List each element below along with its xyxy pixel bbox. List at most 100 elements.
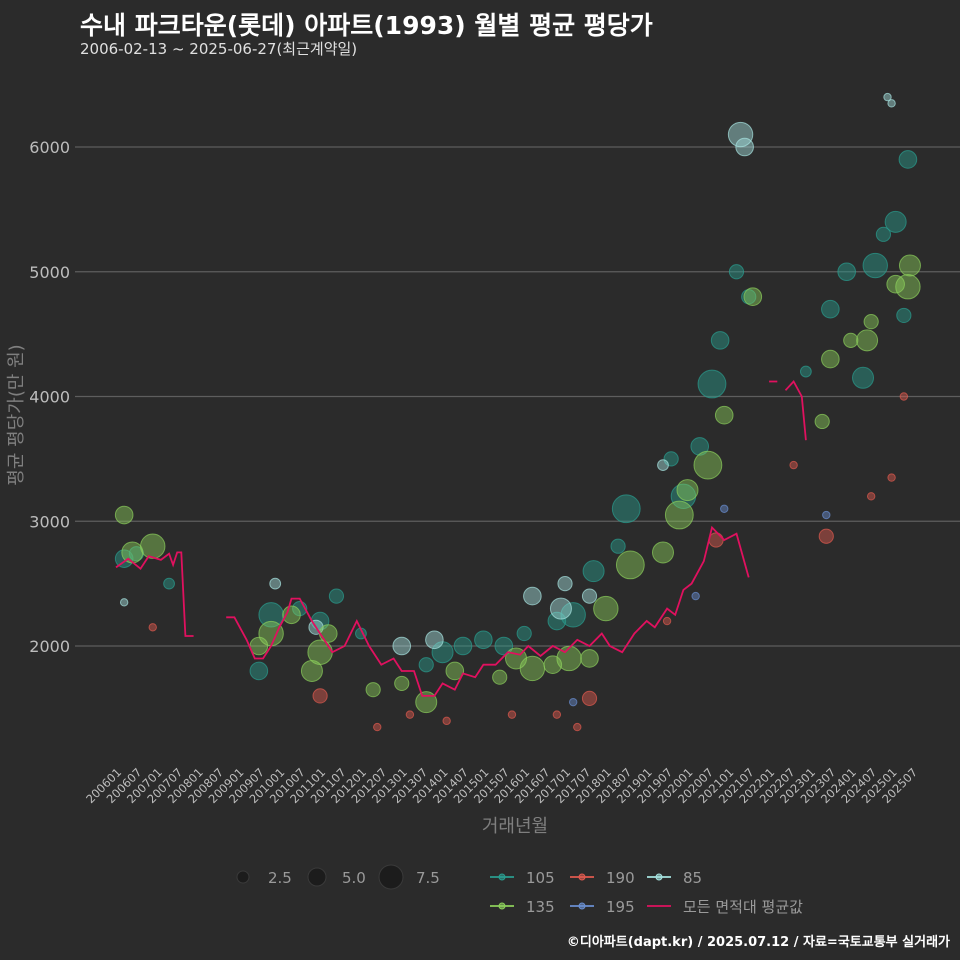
- point-105: [896, 307, 912, 324]
- point-190: [662, 616, 672, 626]
- point-135: [814, 413, 830, 430]
- point-135: [615, 550, 645, 580]
- point-135: [307, 639, 333, 665]
- average-line-segment: [784, 379, 807, 441]
- point-85: [557, 576, 573, 592]
- point-105: [875, 226, 892, 242]
- point-105: [690, 437, 710, 456]
- size-legend-label: 7.5: [416, 869, 440, 887]
- average-line-segment: [226, 525, 750, 697]
- point-190: [573, 722, 582, 732]
- point-135: [714, 405, 734, 425]
- point-105: [898, 150, 918, 169]
- point-195: [568, 697, 578, 707]
- legend-label: 190: [606, 869, 635, 887]
- point-105: [697, 369, 727, 399]
- point-135: [365, 682, 381, 698]
- source-credit: ©디아파트(dapt.kr) / 2025.07.12 / 자료=국토교통부 실…: [566, 935, 950, 950]
- x-axis-label: 거래년월: [482, 816, 548, 837]
- point-105: [418, 657, 434, 673]
- point-190: [887, 473, 896, 482]
- legend-swatch-dot: [655, 873, 663, 881]
- point-135: [676, 479, 699, 502]
- y-tick-label: 3000: [29, 512, 70, 531]
- point-195: [691, 591, 700, 601]
- point-195: [720, 504, 729, 513]
- scatter-points: [114, 92, 921, 732]
- legend-swatch-dot: [498, 873, 506, 881]
- point-190: [507, 710, 517, 719]
- point-85: [581, 588, 598, 604]
- y-tick-label: 2000: [29, 637, 70, 656]
- point-105: [453, 636, 473, 656]
- point-105: [474, 630, 493, 650]
- size-legend: 2.5 5.0 7.5: [236, 864, 440, 890]
- point-135: [895, 274, 921, 300]
- point-105: [516, 625, 532, 642]
- legend-label: 모든 면적대 평균값: [683, 898, 803, 916]
- point-190: [552, 710, 562, 719]
- gridlines: [75, 146, 960, 647]
- point-135: [693, 450, 723, 480]
- point-135: [492, 669, 508, 685]
- point-105: [852, 366, 875, 389]
- x-tick-labels: 2006012006072007012007072008012008072009…: [83, 765, 920, 806]
- point-190: [405, 710, 415, 719]
- legend-swatch-dot: [498, 902, 506, 910]
- point-105: [821, 299, 840, 319]
- point-105: [862, 252, 888, 279]
- point-105: [884, 210, 907, 233]
- y-tick-label: 4000: [29, 388, 70, 407]
- point-135: [863, 314, 879, 330]
- point-85: [119, 598, 129, 607]
- point-105: [258, 602, 284, 628]
- y-axis-label: 평균 평당가(만 원): [6, 344, 27, 485]
- point-105: [728, 264, 745, 280]
- point-85: [549, 597, 572, 620]
- point-190: [818, 528, 834, 544]
- point-135: [415, 691, 438, 714]
- legend-label: 135: [526, 898, 555, 916]
- point-105: [610, 538, 626, 554]
- point-105: [582, 560, 605, 583]
- point-190: [866, 492, 876, 501]
- chart-subtitle: 2006-02-13 ~ 2025-06-27(최근계약일): [80, 40, 358, 58]
- point-135: [114, 505, 134, 525]
- point-85: [727, 121, 754, 148]
- point-105: [494, 636, 514, 656]
- point-105: [837, 262, 856, 282]
- point-190: [899, 392, 909, 401]
- point-135: [664, 500, 694, 530]
- point-105: [163, 577, 175, 590]
- point-135: [318, 624, 338, 643]
- point-105: [560, 602, 586, 628]
- legend-label: 105: [526, 869, 555, 887]
- point-135: [856, 329, 879, 352]
- point-135: [593, 595, 619, 622]
- legend-swatch-dot: [578, 873, 586, 881]
- point-190: [312, 688, 328, 704]
- point-190: [373, 722, 382, 732]
- legend-label: 195: [606, 898, 635, 916]
- point-105: [328, 588, 345, 604]
- y-tick-label: 5000: [29, 263, 70, 282]
- point-85: [887, 99, 896, 108]
- point-85: [657, 459, 669, 472]
- average-line-segment: [115, 551, 194, 637]
- point-85: [735, 137, 754, 157]
- point-85: [269, 577, 282, 590]
- point-135: [445, 661, 465, 681]
- point-135: [121, 541, 144, 564]
- point-135: [821, 349, 840, 369]
- point-105: [799, 365, 812, 378]
- size-legend-label: 2.5: [268, 869, 292, 887]
- average-line: [115, 379, 807, 697]
- point-190: [148, 623, 157, 632]
- point-190: [581, 690, 598, 706]
- point-135: [556, 645, 582, 672]
- point-135: [651, 541, 674, 564]
- chart-title: 수내 파크타운(롯데) 아파트(1993) 월별 평균 평당가: [80, 11, 653, 40]
- point-190: [789, 460, 798, 470]
- size-legend-circle: [307, 867, 327, 887]
- point-105: [249, 661, 269, 681]
